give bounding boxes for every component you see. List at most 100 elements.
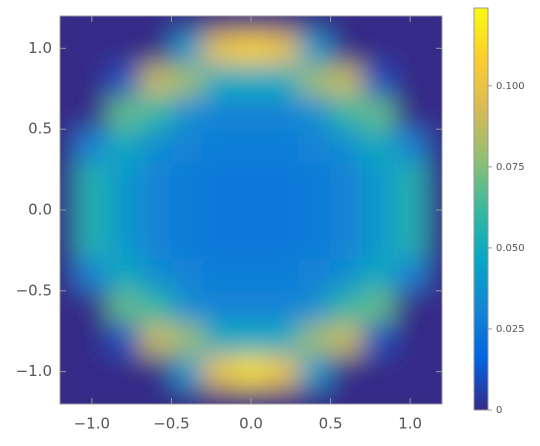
density-cell bbox=[75, 96, 109, 130]
y-tick-label: 0.5 bbox=[28, 120, 52, 138]
density-cell bbox=[139, 64, 172, 98]
density-cell bbox=[203, 96, 236, 130]
density-cell bbox=[362, 193, 395, 227]
density-cell bbox=[394, 290, 427, 324]
density-cell bbox=[266, 387, 300, 404]
density-cell bbox=[107, 387, 141, 404]
density-cell bbox=[266, 355, 300, 389]
density-cell bbox=[394, 226, 427, 259]
density-cell bbox=[60, 129, 77, 162]
plot-area bbox=[60, 16, 442, 404]
density-cell bbox=[298, 161, 332, 195]
density-cell bbox=[171, 258, 204, 292]
density-cell bbox=[362, 226, 395, 259]
density-cell bbox=[235, 355, 268, 389]
density-cell bbox=[426, 355, 442, 389]
density-cell bbox=[235, 16, 268, 33]
density-cell bbox=[426, 16, 442, 33]
density-cell bbox=[107, 96, 141, 130]
density-cell bbox=[394, 355, 427, 389]
density-cell bbox=[235, 96, 268, 130]
density-cell bbox=[362, 129, 395, 162]
density-cell bbox=[426, 129, 442, 162]
density-cell bbox=[235, 226, 268, 259]
density-cell bbox=[107, 258, 141, 292]
density-cell bbox=[171, 355, 204, 389]
density-cell bbox=[298, 387, 332, 404]
density-cell bbox=[266, 290, 300, 324]
density-cell bbox=[298, 193, 332, 227]
density-cell bbox=[107, 161, 141, 195]
y-tick-label: 1.0 bbox=[28, 39, 52, 57]
density-cell bbox=[426, 96, 442, 130]
density-cell bbox=[107, 226, 141, 259]
density-cell bbox=[139, 226, 172, 259]
density-cell bbox=[60, 161, 77, 195]
density-cell bbox=[330, 193, 363, 227]
density-cell bbox=[266, 226, 300, 259]
density-cell bbox=[394, 258, 427, 292]
density-cell bbox=[235, 290, 268, 324]
density-cell bbox=[426, 323, 442, 356]
density-cell bbox=[266, 323, 300, 356]
density-cell bbox=[330, 387, 363, 404]
density-cell bbox=[426, 258, 442, 292]
x-tick-label: 1.0 bbox=[398, 415, 422, 433]
density-cell bbox=[426, 64, 442, 98]
density-cell bbox=[171, 226, 204, 259]
density-cell bbox=[362, 16, 395, 33]
density-cell bbox=[426, 161, 442, 195]
density-cell bbox=[75, 323, 109, 356]
density-cell bbox=[330, 64, 363, 98]
density-cell bbox=[75, 64, 109, 98]
density-cell bbox=[139, 355, 172, 389]
density-cell bbox=[171, 387, 204, 404]
density-cell bbox=[266, 258, 300, 292]
density-cell bbox=[107, 64, 141, 98]
density-cell bbox=[60, 226, 77, 259]
density-cell bbox=[394, 323, 427, 356]
density-cell bbox=[107, 323, 141, 356]
density-cell bbox=[298, 355, 332, 389]
density-cell bbox=[235, 323, 268, 356]
density-cell bbox=[235, 129, 268, 162]
density-cell bbox=[171, 16, 204, 33]
density-cell bbox=[139, 387, 172, 404]
colorbar-tick-label: 0.050 bbox=[496, 243, 525, 254]
density-cell bbox=[362, 290, 395, 324]
density-cell bbox=[139, 193, 172, 227]
density-cell bbox=[330, 16, 363, 33]
density-cell bbox=[107, 290, 141, 324]
density-cell bbox=[235, 387, 268, 404]
density-cell bbox=[171, 129, 204, 162]
density-cell bbox=[107, 129, 141, 162]
density-cell bbox=[60, 290, 77, 324]
density-cell bbox=[203, 290, 236, 324]
density-cell bbox=[203, 193, 236, 227]
density-cell bbox=[107, 355, 141, 389]
density-cell bbox=[171, 32, 204, 65]
density-cell bbox=[203, 226, 236, 259]
x-tick-label: 0.0 bbox=[239, 415, 263, 433]
density-cell bbox=[139, 96, 172, 130]
density-cell bbox=[266, 193, 300, 227]
density-cell bbox=[298, 129, 332, 162]
density-cell bbox=[298, 32, 332, 65]
density-cell bbox=[330, 96, 363, 130]
density-cell bbox=[266, 64, 300, 98]
density-cell bbox=[107, 32, 141, 65]
density-cell bbox=[203, 355, 236, 389]
density-cell bbox=[426, 193, 442, 227]
y-tick-label: −1.0 bbox=[16, 362, 52, 380]
colorbar bbox=[473, 7, 489, 411]
density-cell bbox=[139, 161, 172, 195]
y-tick-label: −0.5 bbox=[16, 281, 52, 299]
density-cell bbox=[139, 290, 172, 324]
density-cell bbox=[75, 193, 109, 227]
density-cell bbox=[139, 129, 172, 162]
density-cell bbox=[362, 323, 395, 356]
density-cell bbox=[171, 161, 204, 195]
colorbar-tick-label: 0.100 bbox=[496, 81, 525, 92]
density-field bbox=[60, 16, 442, 404]
density-cell bbox=[235, 161, 268, 195]
